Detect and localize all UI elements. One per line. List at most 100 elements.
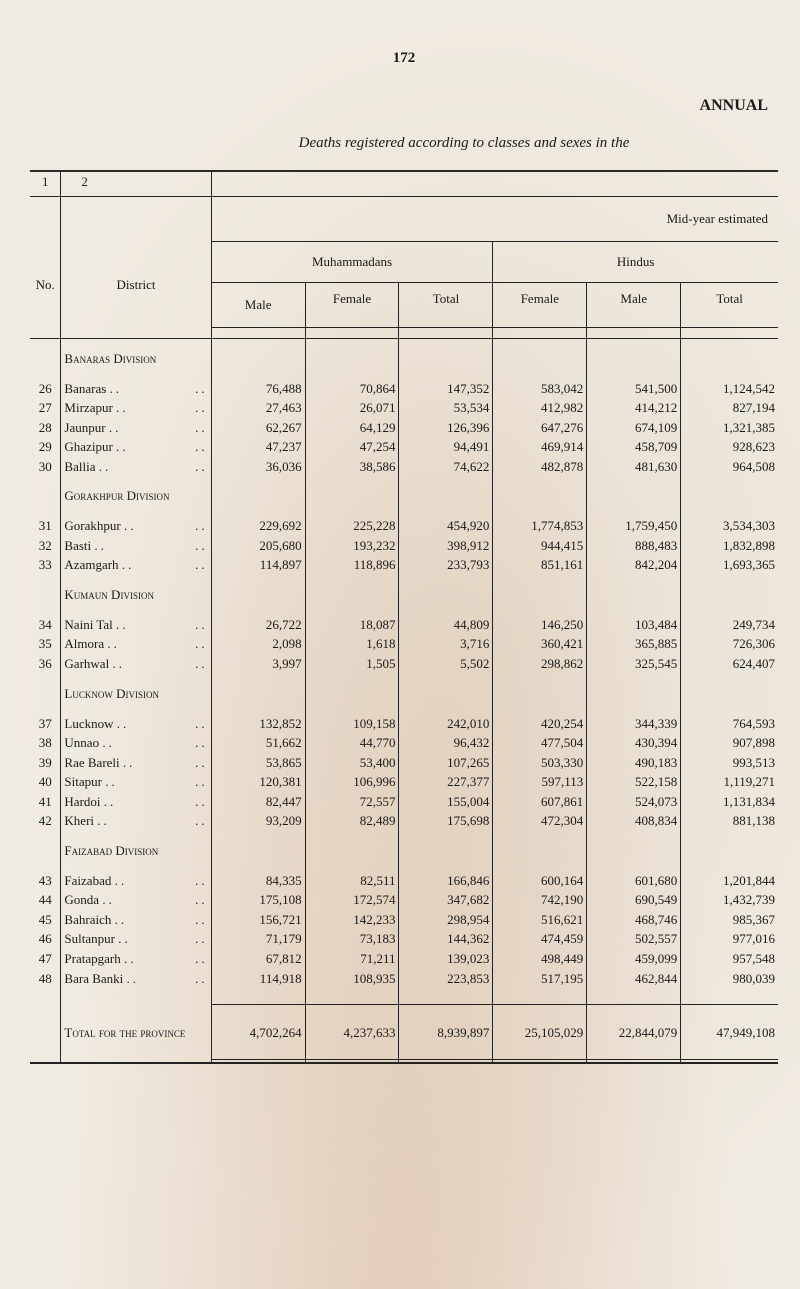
cell-h-female: 583,042 [493,379,587,399]
cell-h-female: 600,164 [493,871,587,891]
cell-blank [681,476,778,516]
cell-h-male: 522,158 [587,772,681,792]
division-heading: Banaras Division [30,338,778,379]
cell-no: 43 [30,871,61,891]
cell-district: Bara Banki .. .. [61,969,211,989]
cell-h-female: 498,449 [493,949,587,969]
header-h-female: Female [493,283,587,328]
table-row: 40Sitapur .. ..120,381106,996227,377597,… [30,772,778,792]
header-m-female: Female [305,283,399,328]
cell-m-total: 53,534 [399,398,493,418]
cell-h-female: 517,195 [493,969,587,989]
cell-no: 48 [30,969,61,989]
cell-no: 42 [30,811,61,831]
cell-m-total: 44,809 [399,615,493,635]
cell-blank [587,338,681,379]
cell-no: 47 [30,949,61,969]
cell-blank [681,831,778,871]
total-h-female: 25,105,029 [493,1007,587,1060]
cell-m-male: 93,209 [211,811,305,831]
header-h-male: Male [587,283,681,328]
cell-blank [211,575,305,615]
cell-district: Kheri .. .. [61,811,211,831]
division-heading: Gorakhpur Division [30,476,778,516]
cell-h-total: 993,513 [681,753,778,773]
division-heading: Faizabad Division [30,831,778,871]
cell-m-male: 51,662 [211,733,305,753]
cell-m-male: 76,488 [211,379,305,399]
cell-no: 46 [30,929,61,949]
cell-h-male: 459,099 [587,949,681,969]
cell-m-female: 18,087 [305,615,399,635]
cell-m-total: 223,853 [399,969,493,989]
cell-h-female: 146,250 [493,615,587,635]
cell-blank [305,831,399,871]
cell-m-male: 47,237 [211,437,305,457]
page-heading: ANNUAL [30,97,778,115]
cell-blank [399,674,493,714]
cell-m-total: 3,716 [399,634,493,654]
cell-district: Gorakhpur .. .. [61,516,211,536]
cell-h-total: 249,734 [681,615,778,635]
cell-h-male: 888,483 [587,536,681,556]
cell-district: Sitapur .. .. [61,772,211,792]
cell-h-total: 764,593 [681,714,778,734]
cell-blank [305,338,399,379]
cell-blank [399,476,493,516]
table-row: 28Jaunpur .. ..62,26764,129126,396647,27… [30,418,778,438]
header-district: District [61,242,211,328]
header-no: No. [30,242,61,328]
cell-h-total: 827,194 [681,398,778,418]
cell-h-total: 1,321,385 [681,418,778,438]
cell-h-female: 1,774,853 [493,516,587,536]
cell-h-female: 597,113 [493,772,587,792]
cell-blank [493,831,587,871]
cell-m-female: 172,574 [305,890,399,910]
cell-h-female: 420,254 [493,714,587,734]
cell-blank [305,575,399,615]
cell-district: Lucknow .. .. [61,714,211,734]
cell-m-total: 454,920 [399,516,493,536]
cell-m-male: 36,036 [211,457,305,477]
cell-m-female: 82,489 [305,811,399,831]
cell-no: 38 [30,733,61,753]
cell-blank [587,831,681,871]
table-row: 30Ballia .. ..36,03638,58674,622482,8784… [30,457,778,477]
cell-no: 35 [30,634,61,654]
cell-h-male: 524,073 [587,792,681,812]
total-m-total: 8,939,897 [399,1007,493,1060]
cell-m-male: 3,997 [211,654,305,674]
cell-blank [30,338,61,379]
cell-h-total: 881,138 [681,811,778,831]
cell-no: 37 [30,714,61,734]
cell-m-male: 156,721 [211,910,305,930]
table-row: 47Pratapgarh .. ..67,81271,211139,023498… [30,949,778,969]
cell-blank [211,476,305,516]
cell-blank [493,476,587,516]
table-row: 32Basti .. ..205,680193,232398,912944,41… [30,536,778,556]
cell-h-male: 414,212 [587,398,681,418]
cell-h-total: 1,832,898 [681,536,778,556]
cell-m-female: 72,557 [305,792,399,812]
cell-m-total: 398,912 [399,536,493,556]
page-subtitle: Deaths registered according to classes a… [30,135,778,152]
cell-m-total: 96,432 [399,733,493,753]
cell-m-total: 155,004 [399,792,493,812]
cell-m-male: 53,865 [211,753,305,773]
cell-blank [30,674,61,714]
cell-district: Naini Tal .. .. [61,615,211,635]
cell-h-male: 468,746 [587,910,681,930]
cell-district: Almora .. .. [61,634,211,654]
cell-m-male: 132,852 [211,714,305,734]
cell-m-male: 114,897 [211,555,305,575]
cell-h-male: 481,630 [587,457,681,477]
cell-district: Ballia .. .. [61,457,211,477]
cell-h-male: 674,109 [587,418,681,438]
cell-blank [211,338,305,379]
cell-m-female: 193,232 [305,536,399,556]
cell-m-total: 144,362 [399,929,493,949]
cell-m-male: 120,381 [211,772,305,792]
cell-blank [305,674,399,714]
cell-m-total: 94,491 [399,437,493,457]
division-heading: Kumaun Division [30,575,778,615]
